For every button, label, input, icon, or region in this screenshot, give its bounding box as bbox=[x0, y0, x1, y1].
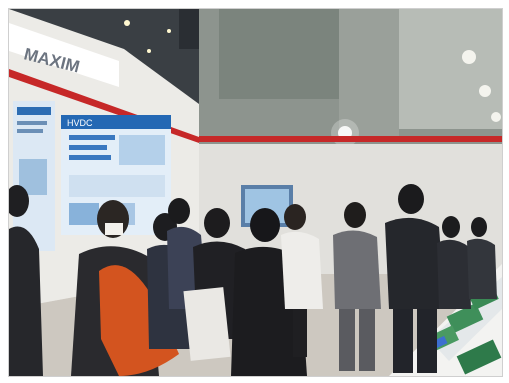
trade-show-photo: MAXIM HVDC bbox=[8, 8, 503, 377]
poster-panels: HVDC bbox=[13, 101, 171, 251]
photo-canvas: MAXIM HVDC bbox=[9, 9, 502, 376]
visitors bbox=[9, 184, 497, 376]
svg-text:HVDC: HVDC bbox=[67, 118, 93, 128]
